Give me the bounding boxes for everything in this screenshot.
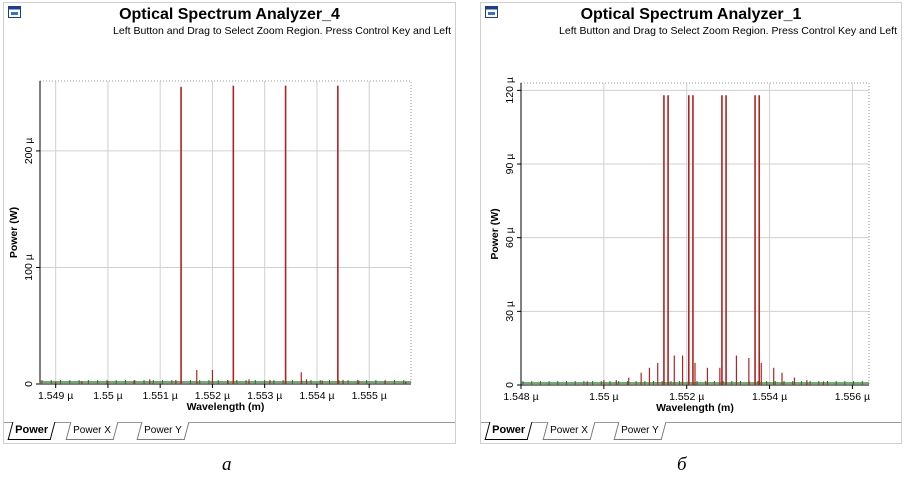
y-tick-label: 30 µ	[504, 301, 516, 322]
tab-power-x[interactable]: Power X	[65, 422, 119, 440]
y-tick-label: 0	[504, 382, 516, 388]
window-icon	[8, 6, 21, 18]
tab-power-y[interactable]: Power Y	[613, 422, 667, 440]
y-tick-label: 0	[23, 381, 35, 387]
x-tick-label: 1.55 µ	[93, 390, 122, 402]
osa-window-4: Optical Spectrum Analyzer_4 Left Button …	[3, 2, 456, 444]
x-tick-label: 1.554 µ	[752, 391, 787, 403]
tab-power[interactable]: Power	[484, 422, 533, 440]
y-tick-label: 200 µ	[23, 138, 35, 165]
spectrum-plot[interactable]: 1.549 µ 1.55 µ 1.551 µ 1.552 µ 1.553 µ 1.554 …	[4, 3, 457, 423]
x-tick-label: 1.549 µ	[38, 390, 73, 402]
x-tick-label: 1.551 µ	[143, 390, 178, 402]
tab-power[interactable]: Power	[7, 422, 56, 440]
y-tick-label: 60 µ	[504, 227, 516, 248]
x-tick-label: 1.554 µ	[299, 390, 334, 402]
plot-frame	[39, 80, 412, 385]
y-tick-label: 120 µ	[504, 77, 516, 104]
x-tick-label: 1.556 µ	[835, 391, 870, 403]
osa-window-1: Optical Spectrum Analyzer_1 Left Button …	[480, 2, 902, 444]
figure-caption-b: б	[677, 454, 687, 475]
tab-bar: Power Power X Power Y	[481, 422, 901, 443]
tab-power-x[interactable]: Power X	[542, 422, 596, 440]
y-tick-label: 100 µ	[23, 254, 35, 281]
tab-bar: Power Power X Power Y	[4, 422, 455, 443]
x-tick-label: 1.552 µ	[669, 391, 704, 403]
y-axis-title: Power (W)	[489, 208, 501, 259]
x-tick-label: 1.55 µ	[589, 391, 618, 403]
chart-title: Optical Spectrum Analyzer_4	[119, 6, 340, 23]
x-axis-title: Wavelength (m)	[187, 401, 265, 413]
spectrum-plot[interactable]: 1.548 µ 1.55 µ 1.552 µ 1.554 µ 1.556 µ 0 30 µ 6…	[481, 3, 903, 423]
x-tick-label: 1.548 µ	[503, 391, 538, 403]
figure-caption-a: a	[222, 454, 232, 475]
x-axis-title: Wavelength (m)	[656, 402, 734, 414]
window-icon	[485, 6, 498, 18]
x-tick-label: 1.552 µ	[195, 390, 230, 402]
chart-title: Optical Spectrum Analyzer_1	[580, 6, 802, 23]
zoom-hint: Left Button and Drag to Select Zoom Regi…	[559, 25, 897, 37]
zoom-hint: Left Button and Drag to Select Zoom Regi…	[113, 25, 451, 37]
x-tick-label: 1.555 µ	[352, 390, 387, 402]
tab-power-y[interactable]: Power Y	[136, 422, 190, 440]
plot-frame	[520, 82, 870, 386]
y-axis-title: Power (W)	[8, 207, 20, 258]
x-tick-label: 1.553 µ	[247, 390, 282, 402]
y-tick-label: 90 µ	[504, 154, 516, 175]
